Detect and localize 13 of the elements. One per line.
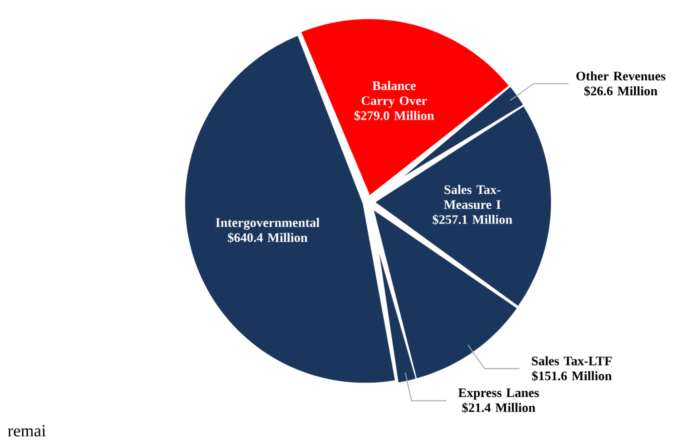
data-label: $640.4 Million xyxy=(228,232,308,243)
data-label: $151.6 Million xyxy=(532,370,612,382)
slice-label: Sales Tax-Measure I xyxy=(444,184,501,210)
data-label: $279.0 Million xyxy=(354,110,434,121)
slice-label: Balance Carry Over xyxy=(362,80,427,108)
slice-label: Other Revenues xyxy=(576,71,666,80)
data-label: $21.4 Million xyxy=(462,402,536,413)
slice-label: Sales Tax-LTF xyxy=(532,356,612,366)
data-label: $26.6 Million xyxy=(584,86,658,96)
text: remai xyxy=(8,425,46,436)
slice-label: Express Lanes xyxy=(458,388,539,400)
slice-label: Intergovernmental xyxy=(216,218,320,230)
data-label: $257.1 Million xyxy=(432,214,512,225)
